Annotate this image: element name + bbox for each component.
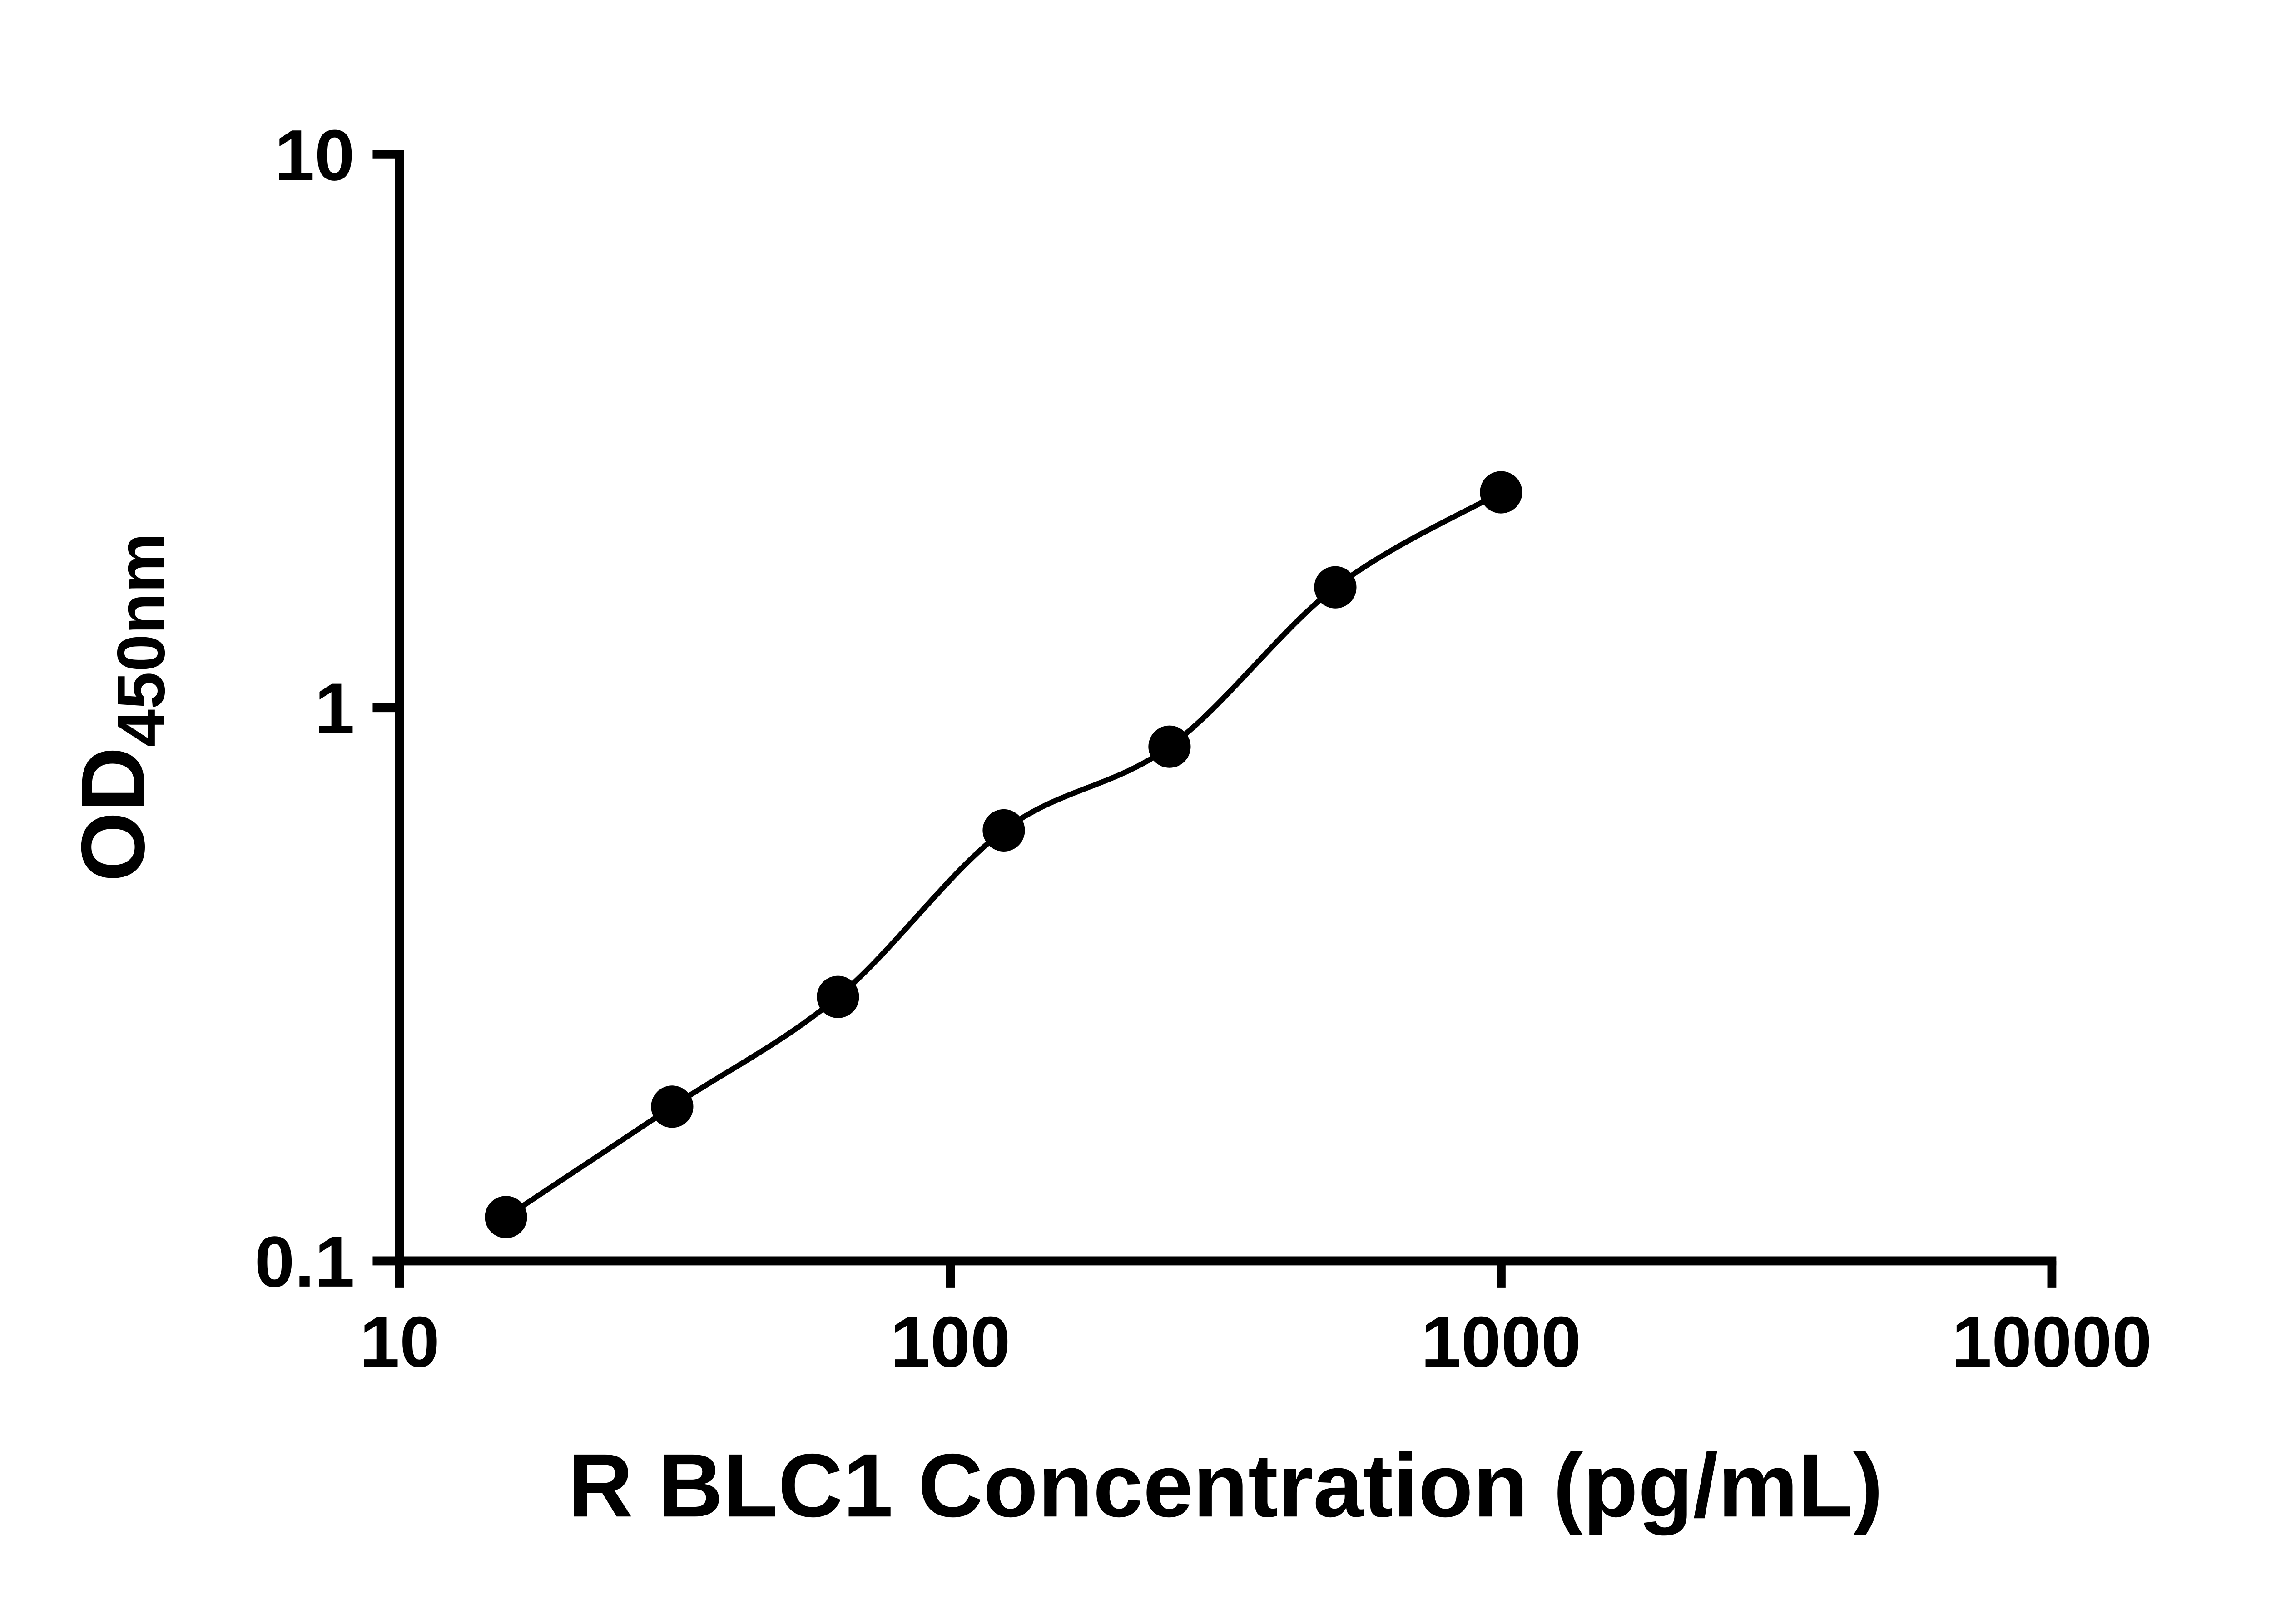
axes-frame bbox=[395, 149, 2057, 1266]
y-tick-label: 1 bbox=[315, 668, 355, 749]
data-point bbox=[982, 809, 1025, 852]
y-axis-title: OD450nm bbox=[63, 533, 179, 882]
x-tick-label: 10 bbox=[360, 1301, 440, 1382]
x-tick-label: 100 bbox=[890, 1301, 1011, 1382]
x-axis-title: R BLC1 Concentration (pg/mL) bbox=[568, 1435, 1883, 1535]
y-axis-title-sub: 450nm bbox=[104, 533, 179, 747]
y-tick-label: 10 bbox=[274, 114, 354, 195]
points-layer bbox=[485, 471, 1522, 1238]
x-tick-label: 10000 bbox=[1952, 1301, 2152, 1382]
data-point bbox=[817, 975, 859, 1018]
data-point bbox=[651, 1085, 694, 1128]
y-axis-title-main: OD bbox=[63, 747, 163, 882]
x-tick-label: 1000 bbox=[1421, 1301, 1582, 1382]
data-point bbox=[1148, 725, 1191, 768]
data-point bbox=[1314, 566, 1357, 609]
data-point bbox=[485, 1196, 527, 1238]
y-tick-label: 0.1 bbox=[254, 1221, 354, 1302]
data-point bbox=[1480, 471, 1522, 514]
axes-layer: 10 100 1000 10000 0.1 1 10 bbox=[254, 114, 2152, 1382]
